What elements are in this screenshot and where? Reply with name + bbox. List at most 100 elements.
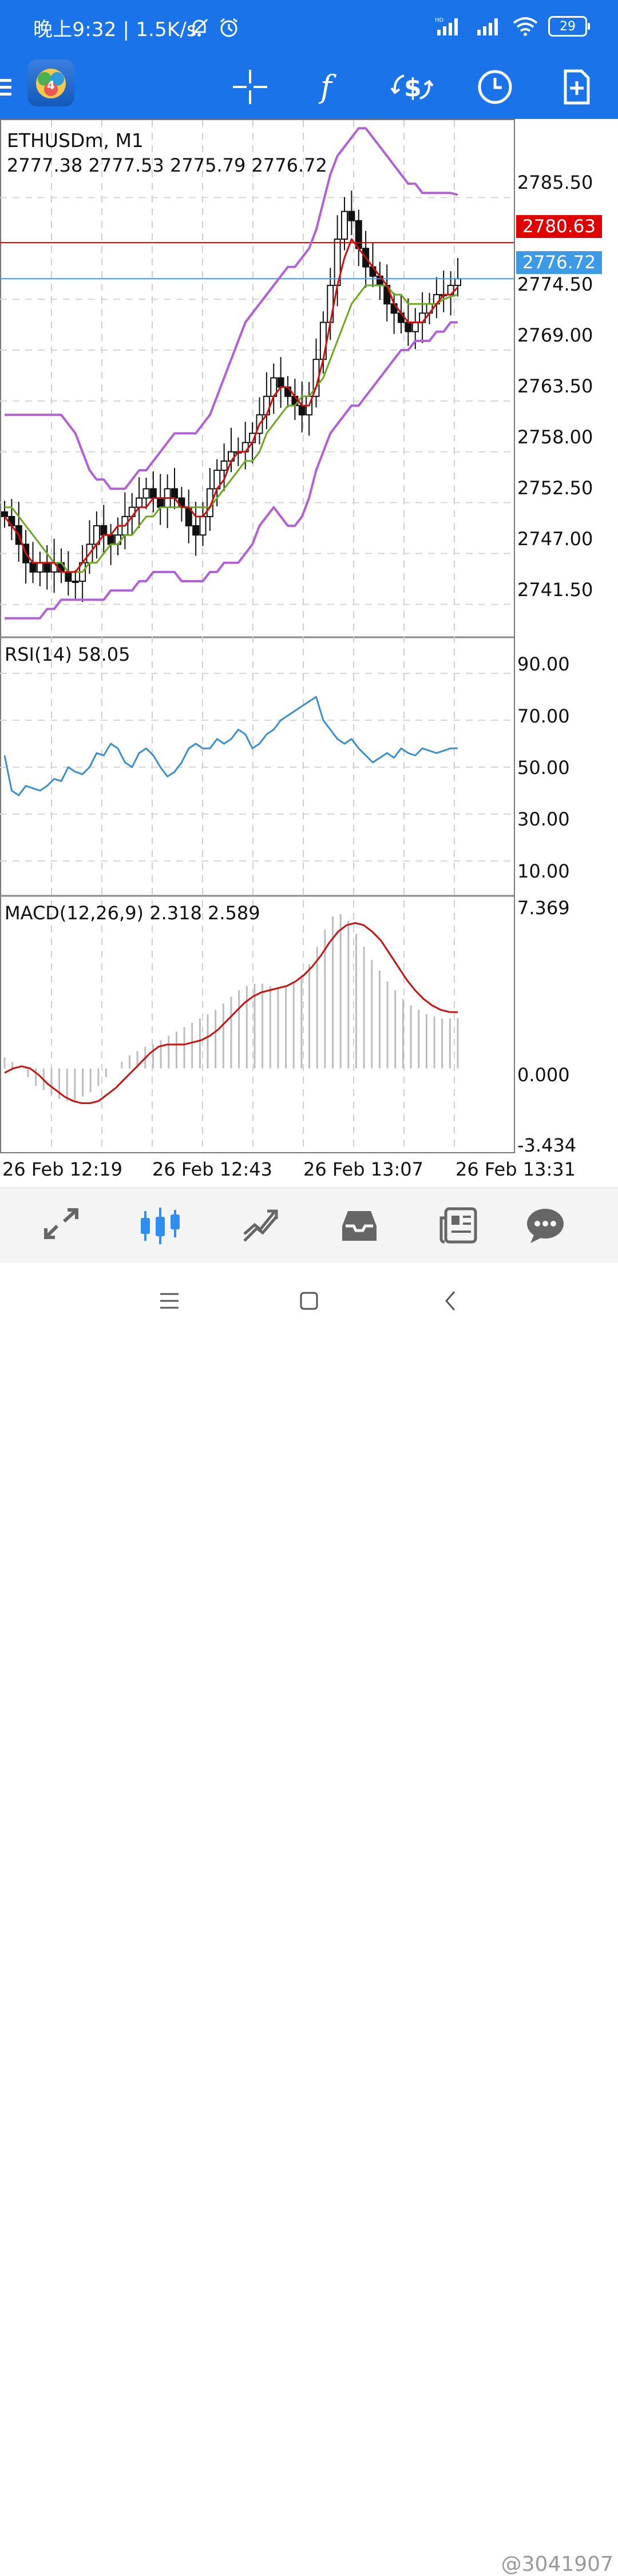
time-label: 26 Feb 13:07 bbox=[303, 1158, 423, 1180]
battery-level: 29 bbox=[560, 19, 576, 34]
indicators-icon: f bbox=[318, 69, 336, 105]
app-logo[interactable]: 4 bbox=[27, 59, 74, 106]
indicators-button[interactable]: f bbox=[302, 55, 359, 119]
ask-price-tag: 2780.63 bbox=[516, 215, 602, 238]
rsi-tick: 90.00 bbox=[517, 653, 570, 675]
candle-body bbox=[319, 321, 327, 360]
candle-body bbox=[327, 284, 334, 323]
rsi-tick: 30.00 bbox=[517, 808, 570, 830]
candle-body bbox=[355, 220, 362, 249]
rsi-tick: 70.00 bbox=[517, 705, 570, 727]
price-tick: 2769.00 bbox=[517, 324, 593, 346]
candle-body bbox=[277, 377, 284, 388]
battery-indicator: 29 bbox=[548, 16, 590, 37]
macd-tick: -3.434 bbox=[517, 1134, 577, 1156]
rsi-tick: 10.00 bbox=[517, 860, 570, 882]
toolbar: f $ bbox=[0, 55, 618, 119]
rsi-title: RSI(14) 58.05 bbox=[5, 644, 130, 665]
time-label: 26 Feb 13:31 bbox=[455, 1158, 576, 1180]
nav-chart[interactable] bbox=[126, 1188, 195, 1264]
candle-body bbox=[157, 497, 164, 508]
menu-icon bbox=[0, 79, 11, 96]
indicator-lines bbox=[0, 127, 514, 1104]
quotes-icon bbox=[44, 1208, 78, 1239]
svg-text:4: 4 bbox=[47, 78, 55, 92]
candle-body bbox=[100, 525, 108, 536]
time-label: 26 Feb 12:43 bbox=[152, 1158, 272, 1180]
candle-body bbox=[263, 395, 270, 416]
candle-body bbox=[348, 211, 355, 221]
nav-history[interactable] bbox=[325, 1188, 394, 1264]
symbol-timeframe: ETHUSDm, M1 bbox=[7, 129, 144, 152]
chart-canvas[interactable] bbox=[0, 119, 618, 1192]
back-icon bbox=[445, 1291, 455, 1311]
trade-button[interactable]: $ bbox=[383, 55, 441, 119]
inbox-icon bbox=[342, 1211, 377, 1241]
candle-body bbox=[1, 511, 8, 517]
candle-body bbox=[171, 488, 178, 499]
candle-body bbox=[65, 571, 72, 582]
crosshair-button[interactable] bbox=[221, 55, 279, 119]
watermark: @3041907 bbox=[501, 2553, 613, 2576]
bollinger-lower-line bbox=[5, 321, 458, 620]
chart-frame bbox=[0, 119, 515, 1153]
back-button[interactable] bbox=[428, 1283, 474, 1319]
nav-news[interactable] bbox=[424, 1188, 493, 1264]
home-icon bbox=[300, 1292, 318, 1310]
menu-button[interactable] bbox=[0, 55, 29, 119]
app-logo-icon: 4 bbox=[36, 69, 66, 98]
bid-price-tag: 2776.72 bbox=[516, 251, 602, 274]
nav-messages[interactable] bbox=[511, 1188, 580, 1264]
recents-button[interactable] bbox=[146, 1283, 192, 1319]
timeframe-button[interactable] bbox=[466, 55, 524, 119]
price-tick: 2747.00 bbox=[517, 528, 593, 550]
bollinger-upper-line bbox=[5, 127, 458, 490]
nav-trade[interactable] bbox=[226, 1188, 295, 1264]
new-order-button[interactable] bbox=[548, 55, 605, 119]
macd-title: MACD(12,26,9) 2.318 2.589 bbox=[5, 902, 260, 924]
macd-tick: 0.000 bbox=[517, 1064, 570, 1086]
new-order-icon bbox=[564, 69, 590, 105]
alarm-icon bbox=[220, 18, 237, 37]
candle-body bbox=[136, 497, 143, 508]
clock-icon bbox=[478, 70, 512, 104]
crosshair-icon bbox=[233, 70, 267, 104]
candle-body bbox=[142, 488, 150, 499]
macd-signal-line bbox=[4, 922, 458, 1104]
svg-text:HD: HD bbox=[435, 17, 444, 23]
status-bar: 晚上9:32 | 1.5K/s HD 29 bbox=[0, 0, 618, 55]
candle-body bbox=[36, 562, 43, 573]
price-tick: 2758.00 bbox=[517, 426, 593, 448]
price-tick: 2785.50 bbox=[517, 172, 593, 193]
candle-body bbox=[199, 515, 207, 536]
candles-icon bbox=[141, 1208, 180, 1244]
rsi-tick: 50.00 bbox=[517, 757, 570, 779]
wifi-icon bbox=[513, 17, 538, 36]
candle-body bbox=[298, 404, 306, 416]
candle-body bbox=[411, 321, 419, 332]
chart-area[interactable]: ETHUSDm, M1 2777.38 2777.53 2775.79 2776… bbox=[0, 119, 618, 1192]
macd-tick: 7.369 bbox=[517, 897, 570, 919]
chat-icon bbox=[527, 1209, 564, 1243]
signal-hd-icon: HD bbox=[435, 17, 458, 35]
status-time-speed: 晚上9:32 | 1.5K/s bbox=[33, 18, 197, 41]
macd-histogram bbox=[3, 914, 459, 1101]
news-icon bbox=[439, 1207, 477, 1244]
svg-text:$: $ bbox=[404, 73, 422, 102]
candle-body bbox=[43, 562, 51, 573]
nav-quotes[interactable] bbox=[27, 1188, 96, 1264]
mute-bell-icon bbox=[190, 18, 208, 37]
candle-body bbox=[107, 534, 114, 545]
price-tick: 2763.50 bbox=[517, 375, 593, 397]
candle-body bbox=[341, 211, 348, 240]
home-button[interactable] bbox=[286, 1283, 332, 1319]
svg-text:f: f bbox=[318, 69, 336, 105]
candles bbox=[1, 190, 461, 602]
signal-icon bbox=[477, 18, 498, 35]
ma-fast-line bbox=[3, 238, 459, 573]
candle-body bbox=[220, 460, 228, 471]
trade-icon: $ bbox=[390, 73, 434, 102]
price-tick: 2774.50 bbox=[517, 273, 593, 295]
candle-body bbox=[454, 278, 461, 286]
candle-body bbox=[405, 321, 412, 332]
